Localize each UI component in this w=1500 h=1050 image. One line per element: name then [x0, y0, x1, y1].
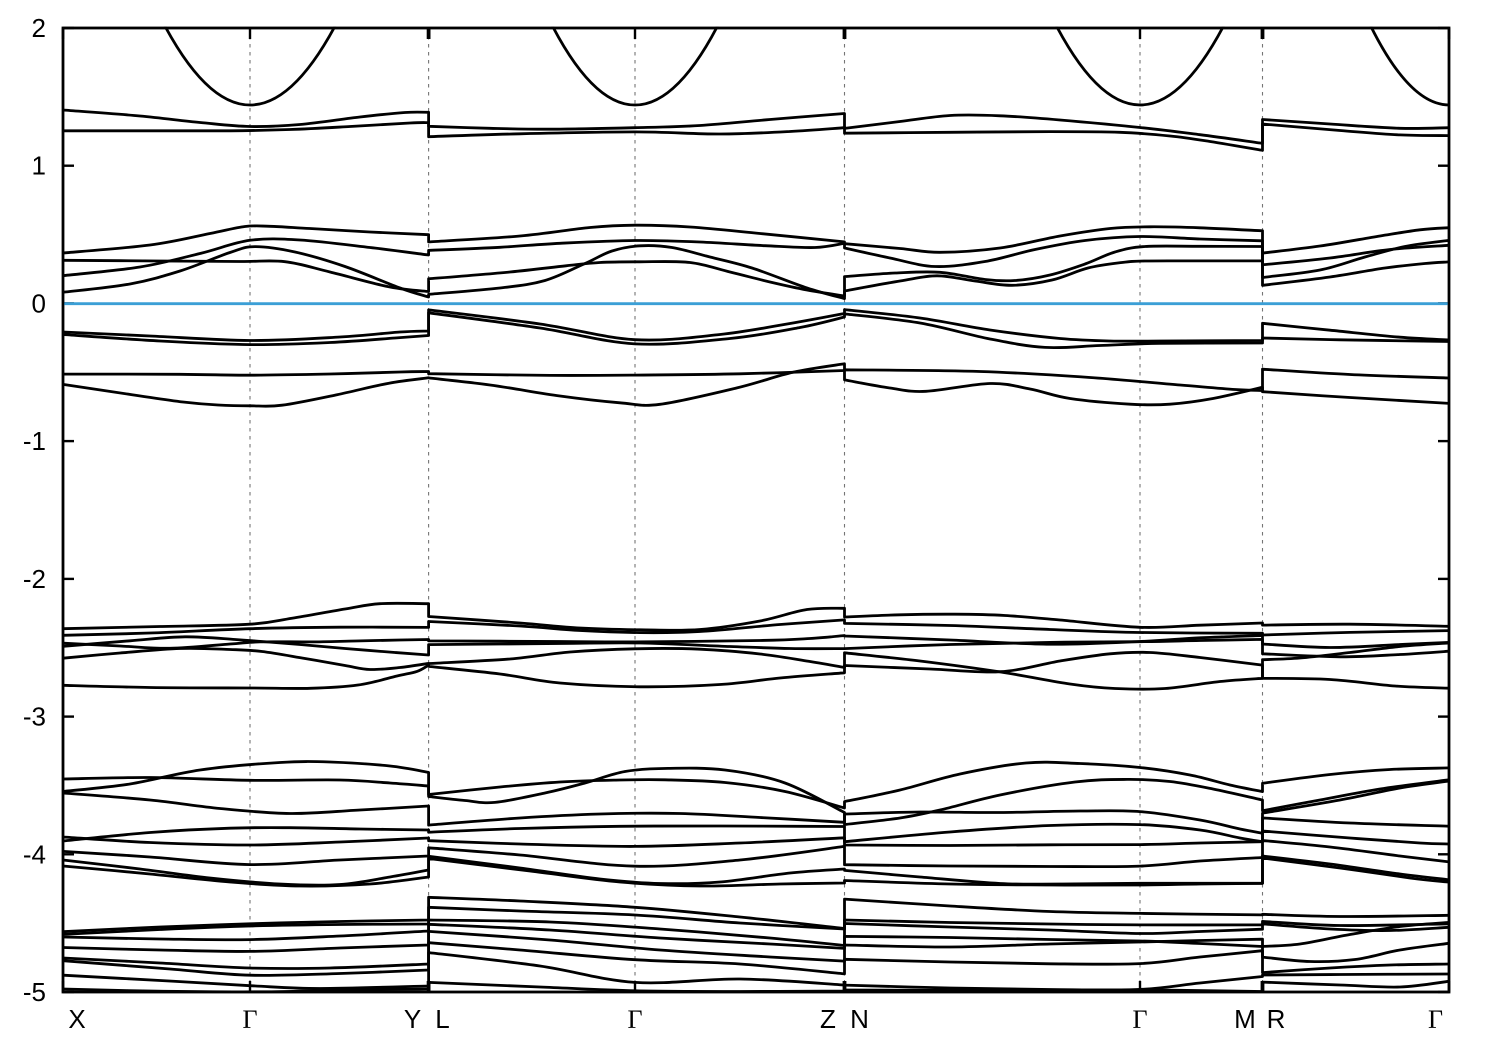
svg-text:-3: -3 [23, 702, 46, 732]
svg-text:X: X [68, 1004, 85, 1034]
svg-text:L: L [435, 1004, 449, 1034]
svg-text:N: N [850, 1004, 869, 1034]
svg-text:Z: Z [820, 1004, 836, 1034]
svg-text:M: M [1234, 1004, 1256, 1034]
svg-text:0: 0 [32, 288, 46, 318]
svg-text:Γ: Γ [242, 1005, 257, 1034]
svg-text:-1: -1 [23, 426, 46, 456]
svg-text:-4: -4 [23, 839, 46, 869]
svg-text:Γ: Γ [1428, 1005, 1443, 1034]
svg-text:Γ: Γ [1132, 1005, 1147, 1034]
svg-text:2: 2 [32, 13, 46, 43]
svg-text:1: 1 [32, 151, 46, 181]
svg-text:-5: -5 [23, 977, 46, 1007]
svg-text:Γ: Γ [627, 1005, 642, 1034]
svg-text:Y: Y [404, 1004, 421, 1034]
svg-text:-2: -2 [23, 564, 46, 594]
svg-text:R: R [1267, 1004, 1286, 1034]
